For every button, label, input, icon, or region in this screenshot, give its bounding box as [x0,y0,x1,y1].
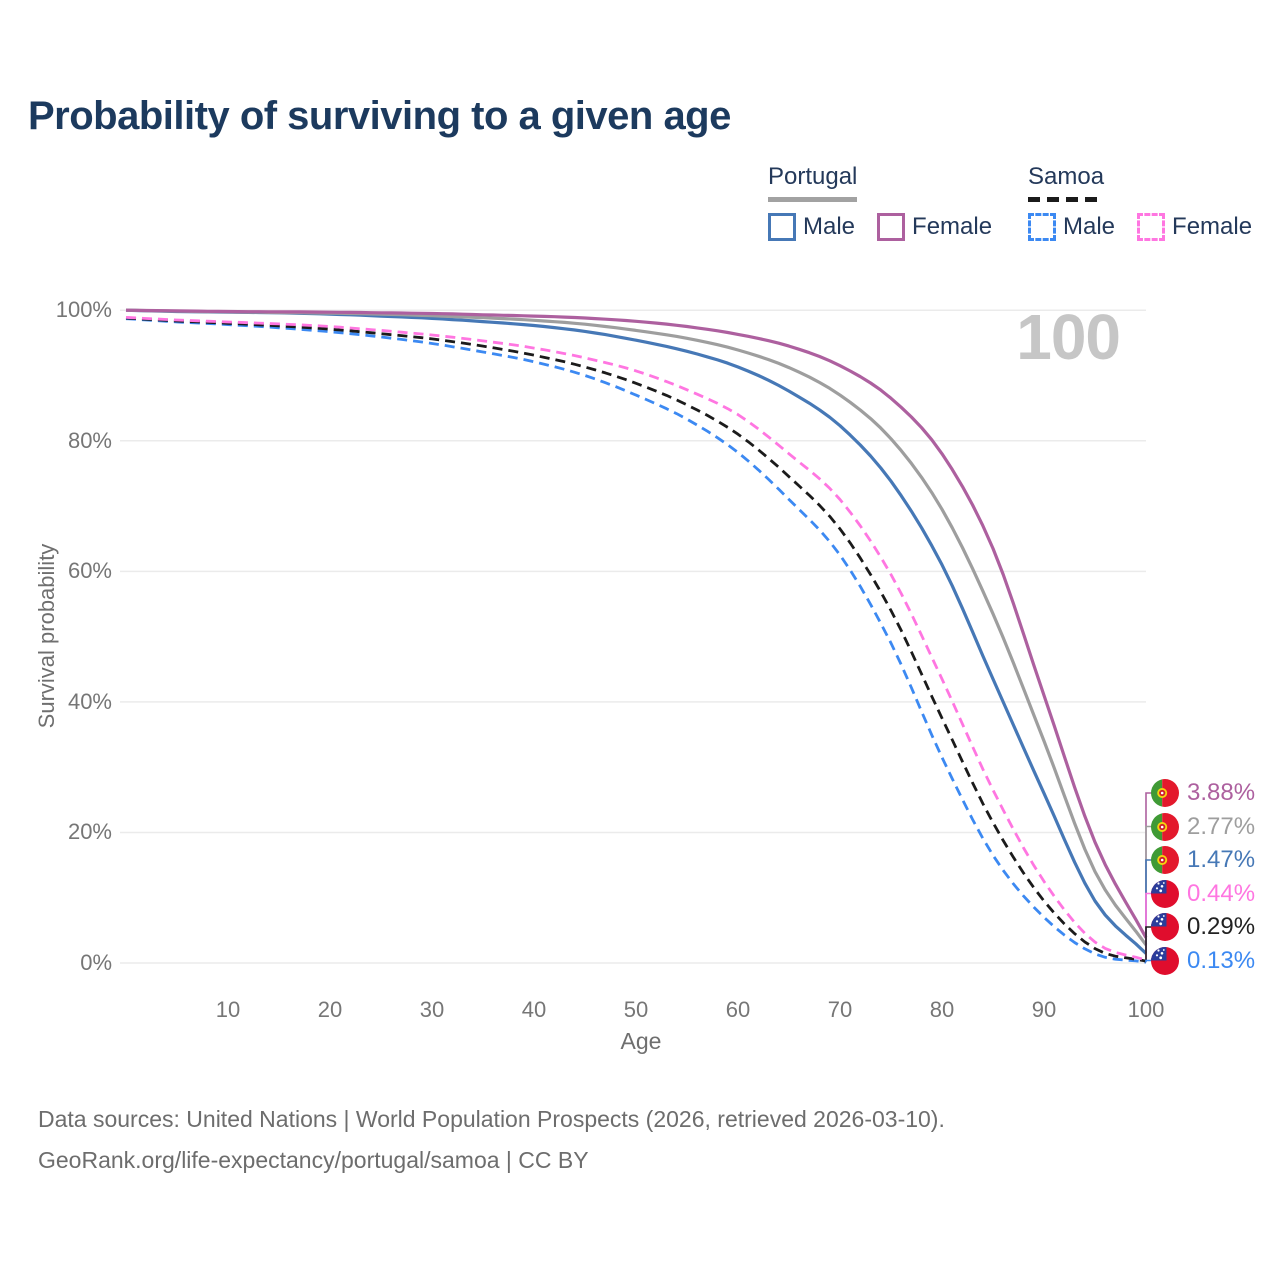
end-value-samoa-both-sexes: 0.29% [1187,913,1256,940]
legend-label: Male [803,213,856,240]
y-tick-label-60: 60% [67,558,112,584]
legend-swatch-portugal-male [768,213,796,241]
end-connector-samoa-male [1145,959,1152,963]
y-tick-label-80: 80% [67,427,112,453]
flag-wrap-samoa-male [1151,946,1179,975]
legend-swatch-samoa-male [1028,213,1056,241]
curve-portugal-female [125,308,1148,939]
x-tick-label-40: 40 [521,997,547,1022]
end-value-portugal-male: 1.47% [1187,846,1256,873]
y-tick-label-20: 20% [67,819,112,845]
attribution-note: GeoRank.org/life-expectancy/portugal/sam… [38,1147,589,1173]
legend-label: Female [1172,213,1253,240]
flag-wrap-samoa-female [1151,879,1179,908]
legend: Portugal Male Female Samoa Male Female [0,163,1280,243]
legend-item-samoa-female[interactable]: Female [1137,213,1252,241]
end-value-portugal-both-sexes: 2.77% [1187,812,1256,840]
portugal-flag-icon [1151,846,1179,874]
y-tick-label-0: 0% [80,950,112,975]
x-tick-label-50: 50 [623,997,649,1022]
flag-wrap-portugal-female [1151,779,1179,807]
x-tick-label-30: 30 [419,997,445,1022]
samoa-flag-icon [1151,946,1179,975]
legend-swatch-samoa-female [1137,213,1166,241]
y-axis-title: Survival probability [34,543,59,729]
x-tick-label-80: 80 [929,997,955,1022]
x-tick-label-60: 60 [725,997,751,1022]
x-tick-label-90: 90 [1031,997,1057,1022]
data-sources-note: Data sources: United Nations | World Pop… [38,1106,945,1132]
legend-country-samoa[interactable]: Samoa [1028,163,1105,190]
legend-group-portugal: Portugal Male Female [768,163,992,241]
samoa-flag-icon [1151,913,1179,941]
portugal-flag-icon [1151,779,1179,807]
legend-item-portugal-female[interactable]: Female [877,213,992,241]
x-tick-label-70: 70 [827,997,853,1022]
curve-portugal-both-sexes [125,308,1148,946]
legend-label: Male [1063,213,1116,240]
end-value-samoa-male: 0.13% [1187,946,1256,974]
legend-item-portugal-male[interactable]: Male [768,213,855,241]
legend-label: Female [912,213,993,240]
page-title: Probability of surviving to a given age [28,94,731,138]
end-connector-samoa-both-sexes [1145,926,1152,962]
legend-group-samoa: Samoa Male Female [1028,163,1252,241]
curve-samoa-both-sexes [125,316,1147,963]
legend-item-samoa-male[interactable]: Male [1028,213,1115,241]
curve-samoa-female [125,316,1147,962]
end-value-portugal-female: 3.88% [1187,779,1256,806]
x-tick-label-100: 100 [1127,997,1165,1022]
y-tick-label-100: 100% [55,297,112,323]
curve-portugal-male [125,308,1148,955]
flag-wrap-portugal-both-sexes [1151,812,1179,841]
end-value-samoa-female: 0.44% [1187,879,1256,907]
legend-country-portugal[interactable]: Portugal [768,163,858,190]
x-axis-title: Age [620,1028,662,1054]
y-tick-label-40: 40% [67,688,112,714]
flag-wrap-samoa-both-sexes [1151,913,1179,941]
x-tick-label-10: 10 [215,997,241,1022]
legend-underline-portugal [768,197,858,202]
legend-swatch-portugal-female [877,213,906,241]
flag-wrap-portugal-male [1151,846,1179,874]
legend-underline-samoa [1028,197,1105,202]
legend-items-portugal: Male Female [768,213,992,241]
legend-items-samoa: Male Female [1028,213,1252,241]
x-tick-label-20: 20 [317,997,343,1022]
curve-samoa-male [125,317,1147,964]
samoa-flag-icon [1151,879,1179,908]
portugal-flag-icon [1151,812,1179,841]
age-watermark: 100 [1016,301,1121,373]
